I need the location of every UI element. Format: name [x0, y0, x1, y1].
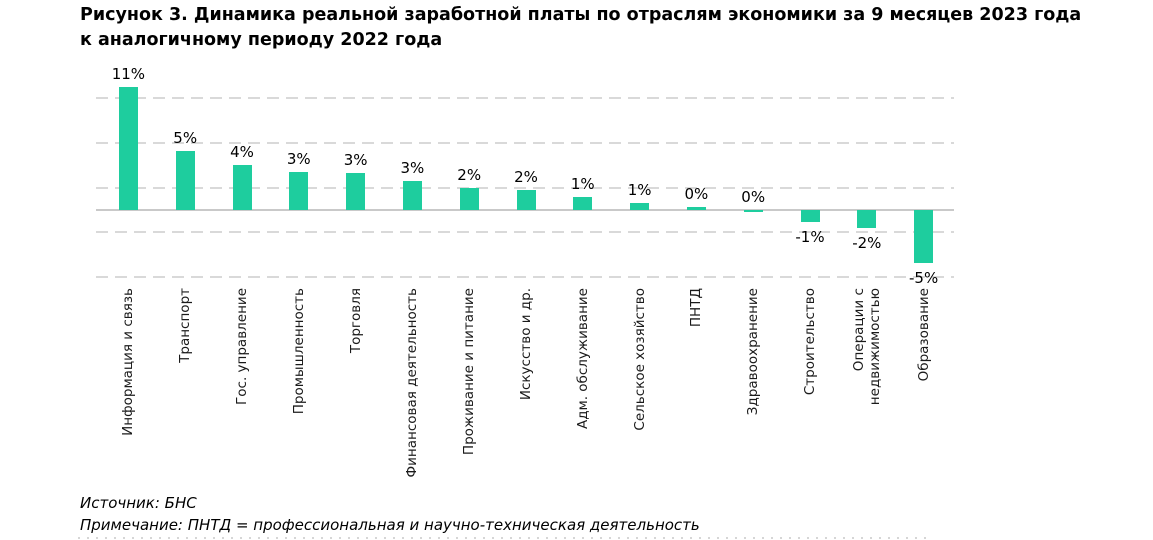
category-label: Искусство и др.	[518, 288, 534, 401]
category-label: Торговля	[347, 288, 364, 354]
category-label: ПНТД	[688, 288, 705, 328]
category-label: Информация и связь	[120, 288, 137, 436]
category-label: Проживание и питание	[461, 288, 478, 456]
category-label: Сельское хозяйство	[631, 288, 648, 431]
category-label-column: Здравоохранение	[725, 288, 781, 483]
bar	[289, 171, 309, 210]
zero-axis-line	[96, 209, 954, 211]
bar-value-label: 3%	[400, 158, 425, 177]
bar	[402, 180, 422, 210]
bar-value-label: 5%	[173, 128, 198, 147]
gridline	[96, 97, 954, 100]
bottom-divider	[78, 537, 928, 539]
bar	[346, 173, 366, 210]
category-label-column: Адм. обслуживание	[555, 288, 611, 483]
category-label: Операции с недвижимостью	[850, 288, 883, 406]
bar-chart-plot: 11% 5% 4% 3% 3% 3% 2% 2% 1% 1% 0% 0% -1% -2% -5%	[96, 66, 954, 290]
category-label: Гос. управление	[234, 288, 250, 405]
gridline	[96, 276, 954, 279]
source-text: Источник: БНС	[80, 494, 197, 512]
figure-title: Рисунок 3. Динамика реальной заработной …	[80, 5, 1082, 50]
bar	[573, 196, 593, 210]
category-label-column: Проживание и питание	[441, 288, 497, 483]
category-label: Образование	[915, 288, 932, 382]
bar	[118, 87, 138, 210]
bar	[914, 210, 934, 263]
category-label-column: Гос. управление	[214, 288, 270, 483]
bar	[516, 189, 536, 210]
category-label-column: Торговля	[328, 288, 384, 483]
category-label: Здравоохранение	[745, 288, 762, 416]
bar	[743, 210, 763, 213]
category-label-column: Сельское хозяйство	[612, 288, 668, 483]
bar-value-label: 1%	[627, 181, 652, 200]
category-label-column: ПНТД	[668, 288, 724, 483]
category-label: Финансовая деятельность	[404, 288, 421, 478]
bar-value-label: 2%	[514, 167, 538, 186]
category-label-column: Финансовая деятельность	[384, 288, 440, 483]
bar	[800, 210, 820, 222]
bar	[857, 210, 877, 229]
category-label-column: Искусство и др.	[498, 288, 554, 483]
gridline	[96, 231, 954, 234]
bar-value-label: 1%	[570, 174, 595, 193]
bar	[686, 206, 706, 210]
category-label-column: Информация и связь	[100, 288, 156, 483]
note-text: Примечание: ПНТД = профессиональная и на…	[80, 516, 700, 534]
bar-value-label: -5%	[908, 268, 939, 287]
bar	[175, 150, 195, 210]
bar-value-label: 11%	[111, 65, 146, 84]
category-label: Строительство	[802, 288, 818, 396]
gridline	[96, 141, 954, 144]
category-label: Адм. обслуживание	[574, 288, 591, 430]
bar-value-label: 3%	[343, 151, 368, 170]
category-label-column: Операции с недвижимостью	[839, 288, 895, 483]
category-axis: Информация и связь Транспорт Гос. управлен…	[96, 288, 954, 483]
bar-value-label: -1%	[795, 227, 825, 246]
bar-value-label: 0%	[684, 184, 709, 203]
category-label: Транспорт	[177, 288, 194, 363]
gridline	[96, 186, 954, 189]
bar-value-label: -2%	[852, 234, 882, 253]
category-label-column: Строительство	[782, 288, 838, 483]
bar-value-label: 4%	[230, 143, 254, 162]
bar	[232, 165, 252, 210]
bar-value-label: 0%	[741, 188, 766, 206]
category-label-column: Образование	[896, 288, 952, 483]
bar-value-label: 2%	[457, 166, 482, 185]
category-label: Промышленность	[290, 288, 307, 415]
bar	[459, 188, 479, 210]
category-label-column: Промышленность	[271, 288, 327, 483]
bar-value-label: 3%	[286, 149, 311, 168]
bar	[630, 203, 650, 210]
category-label-column: Транспорт	[157, 288, 213, 483]
